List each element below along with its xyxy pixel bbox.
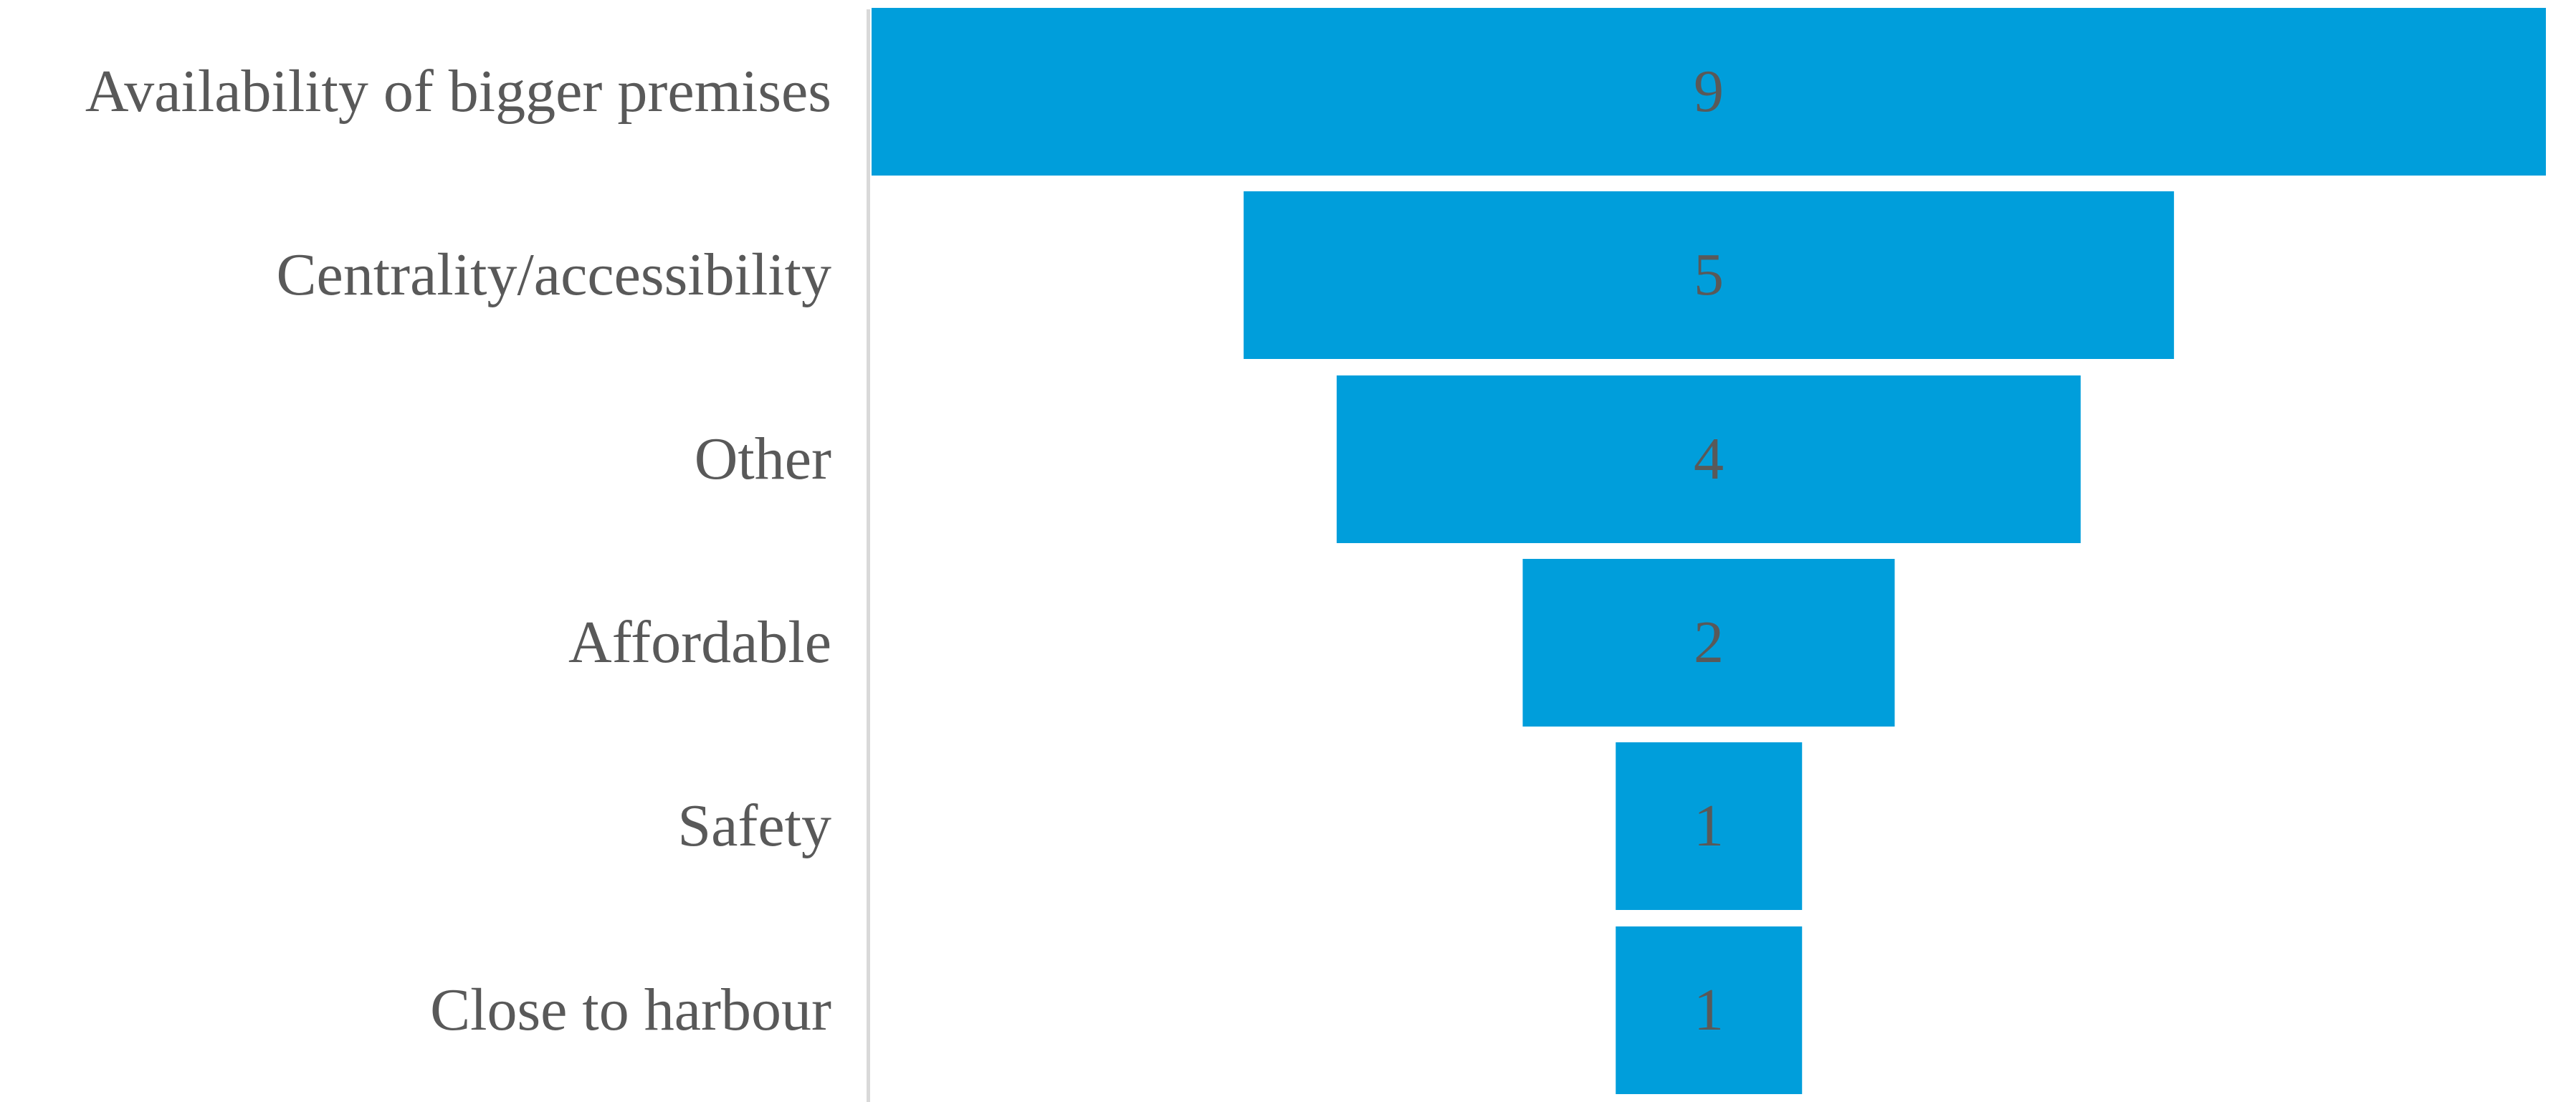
category-label: Centrality/accessibility	[276, 241, 831, 309]
category-label: Affordable	[568, 609, 831, 676]
chart-row: Availability of bigger premises 9	[0, 0, 2576, 183]
chart-row: Safety 1	[0, 734, 2576, 918]
bar-value-label: 4	[1694, 425, 1724, 492]
bar-value-label: 1	[1693, 976, 1724, 1043]
plot-cell: 4	[872, 368, 2546, 551]
category-label: Safety	[677, 792, 831, 860]
funnel-bar: 1	[1616, 742, 1802, 911]
bar-value-label: 1	[1693, 792, 1724, 860]
category-label: Close to harbour	[430, 976, 831, 1043]
chart-row: Other 4	[0, 368, 2576, 551]
chart-row: Centrality/accessibility 5	[0, 183, 2576, 367]
plot-cell: 9	[872, 0, 2546, 183]
funnel-bar: 2	[1522, 559, 1895, 727]
chart-row: Affordable 2	[0, 551, 2576, 734]
chart-row: Close to harbour 1	[0, 919, 2576, 1102]
category-label: Other	[694, 425, 831, 492]
bar-value-label: 9	[1694, 58, 1724, 125]
category-label: Availability of bigger premises	[85, 58, 831, 125]
plot-cell: 2	[872, 551, 2546, 734]
bar-value-label: 2	[1693, 609, 1724, 676]
bar-value-label: 5	[1693, 241, 1724, 309]
plot-cell: 1	[872, 734, 2546, 918]
category-axis-line	[867, 9, 870, 1102]
funnel-bar: 1	[1616, 926, 1802, 1094]
funnel-bar: 4	[1336, 375, 2081, 543]
funnel-bar: 5	[1244, 191, 2174, 360]
plot-cell: 1	[872, 919, 2546, 1102]
plot-cell: 5	[872, 183, 2546, 367]
funnel-bar: 9	[872, 8, 2546, 176]
